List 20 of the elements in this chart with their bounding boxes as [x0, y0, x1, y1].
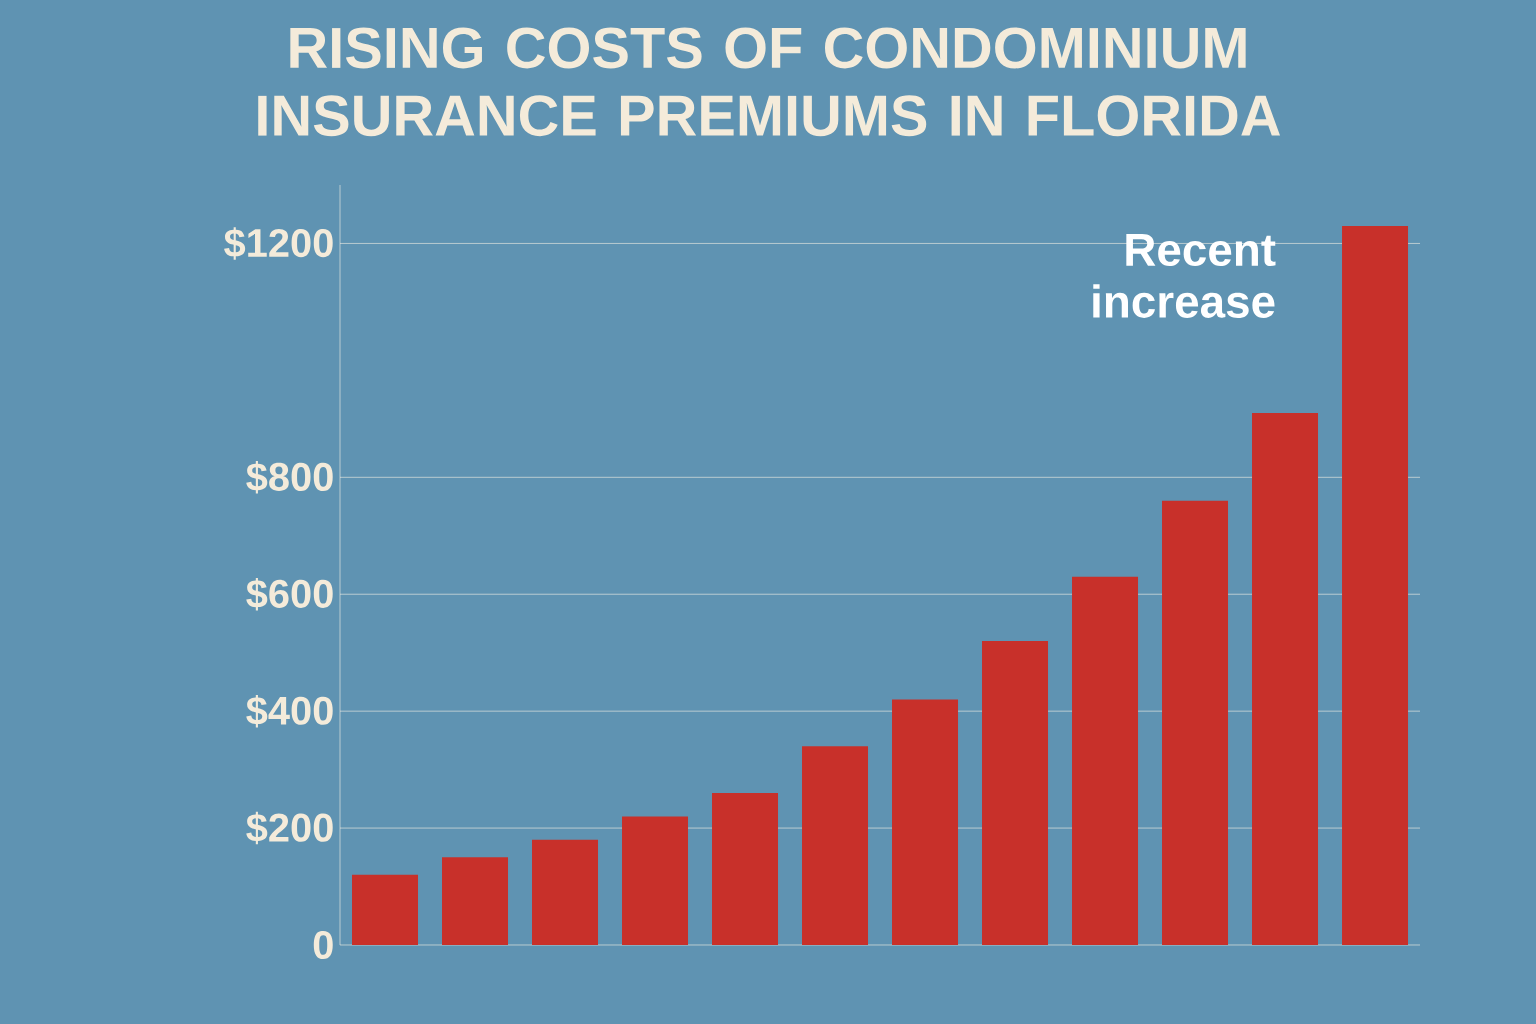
bar	[712, 793, 779, 945]
y-tick-label: $1200	[224, 227, 333, 260]
y-tick-label: 0	[313, 930, 333, 960]
bar	[892, 699, 959, 945]
y-tick-label: $400	[246, 694, 333, 728]
bar	[802, 746, 869, 945]
bar	[1252, 412, 1319, 945]
chart-title: RISING COSTS OF CONDOMINIUM INSURANCE PREMIUMS IN FLORIDA	[258, 27, 1281, 137]
bar	[352, 874, 419, 945]
y-tick-label: $200	[246, 811, 333, 845]
y-tick-label: $800	[246, 461, 333, 494]
annotation: Recent increase	[1093, 234, 1276, 318]
bar	[442, 857, 509, 945]
y-tick-label: $600	[246, 577, 333, 611]
bar	[1072, 576, 1139, 945]
bar	[622, 816, 689, 945]
bar	[532, 839, 599, 945]
bar	[1162, 500, 1229, 945]
bar	[982, 640, 1049, 945]
bar	[1342, 225, 1409, 945]
